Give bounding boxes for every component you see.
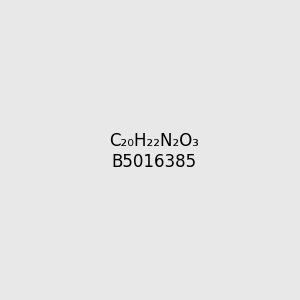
Text: C₂₀H₂₂N₂O₃
B5016385: C₂₀H₂₂N₂O₃ B5016385	[109, 132, 199, 171]
